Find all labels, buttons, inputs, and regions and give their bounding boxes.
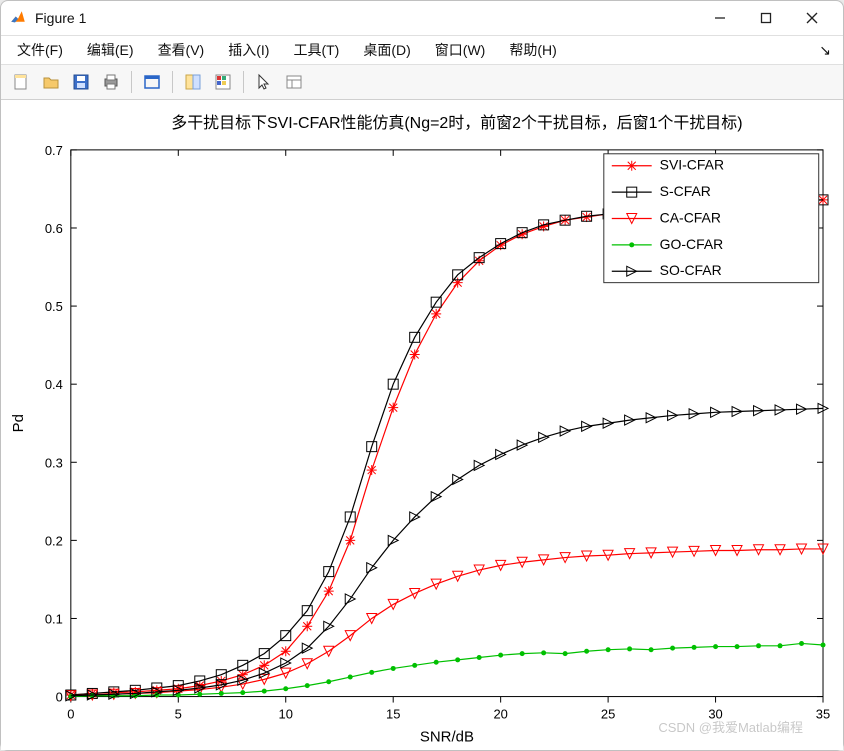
menu-文件[interactable]: 文件(F) [7, 38, 73, 62]
dock-icon[interactable] [138, 68, 166, 96]
svg-text:30: 30 [708, 707, 722, 722]
menu-帮助[interactable]: 帮助(H) [499, 38, 566, 62]
panel-icon[interactable] [280, 68, 308, 96]
matlab-icon [9, 9, 27, 27]
svg-text:0.3: 0.3 [45, 455, 63, 470]
svg-text:Pd: Pd [10, 414, 27, 432]
svg-text:0.5: 0.5 [45, 299, 63, 314]
svg-text:多干扰目标下SVI-CFAR性能仿真(Ng=2时，前窗2个干: 多干扰目标下SVI-CFAR性能仿真(Ng=2时，前窗2个干扰目标，后窗1个干扰… [171, 114, 742, 132]
minimize-button[interactable] [697, 3, 743, 33]
new-icon[interactable] [7, 68, 35, 96]
legend-label-go: GO-CFAR [660, 236, 724, 252]
svg-text:0.4: 0.4 [45, 377, 63, 392]
legend-label-s: S-CFAR [660, 183, 711, 199]
svg-text:10: 10 [279, 707, 293, 722]
svg-text:SNR/dB: SNR/dB [420, 728, 474, 745]
chart: 0 5 10 15 20 25 30 35 0 0.1 0.2 0.3 0.4 0.5 0.6 0.7 SNR/… [1, 100, 843, 751]
menu-overflow-icon[interactable]: ↘ [819, 42, 837, 59]
titlebar: Figure 1 [1, 1, 843, 36]
menu-查看[interactable]: 查看(V) [148, 38, 215, 62]
pointer-icon[interactable] [250, 68, 278, 96]
figure-window: Figure 1 文件(F)编辑(E)查看(V)插入(I)工具(T)桌面(D)窗… [0, 0, 844, 751]
window-title: Figure 1 [35, 10, 697, 26]
toolbar [1, 65, 843, 100]
plot-area: 0 5 10 15 20 25 30 35 0 0.1 0.2 0.3 0.4 0.5 0.6 0.7 SNR/… [1, 100, 843, 750]
datatip-icon[interactable] [179, 68, 207, 96]
svg-text:0.7: 0.7 [45, 143, 63, 158]
svg-text:0.2: 0.2 [45, 533, 63, 548]
legend-label-svi: SVI-CFAR [660, 157, 724, 173]
menu-插入[interactable]: 插入(I) [218, 38, 279, 62]
open-icon[interactable] [37, 68, 65, 96]
menu-编辑[interactable]: 编辑(E) [77, 38, 144, 62]
menu-窗口[interactable]: 窗口(W) [425, 38, 496, 62]
legend-label-ca: CA-CFAR [660, 209, 721, 225]
menu-工具[interactable]: 工具(T) [283, 38, 349, 62]
svg-text:25: 25 [601, 707, 615, 722]
maximize-button[interactable] [743, 3, 789, 33]
save-icon[interactable] [67, 68, 95, 96]
svg-text:15: 15 [386, 707, 400, 722]
svg-text:5: 5 [175, 707, 182, 722]
colorbar-icon[interactable] [209, 68, 237, 96]
menu-桌面[interactable]: 桌面(D) [353, 38, 420, 62]
svg-text:20: 20 [493, 707, 507, 722]
close-button[interactable] [789, 3, 835, 33]
svg-text:0.6: 0.6 [45, 221, 63, 236]
menubar: 文件(F)编辑(E)查看(V)插入(I)工具(T)桌面(D)窗口(W)帮助(H)… [1, 36, 843, 65]
legend-label-so: SO-CFAR [660, 262, 722, 278]
svg-text:35: 35 [816, 707, 830, 722]
svg-text:0: 0 [56, 690, 63, 705]
svg-text:0.1: 0.1 [45, 611, 63, 626]
svg-text:0: 0 [67, 707, 74, 722]
print-icon[interactable] [97, 68, 125, 96]
